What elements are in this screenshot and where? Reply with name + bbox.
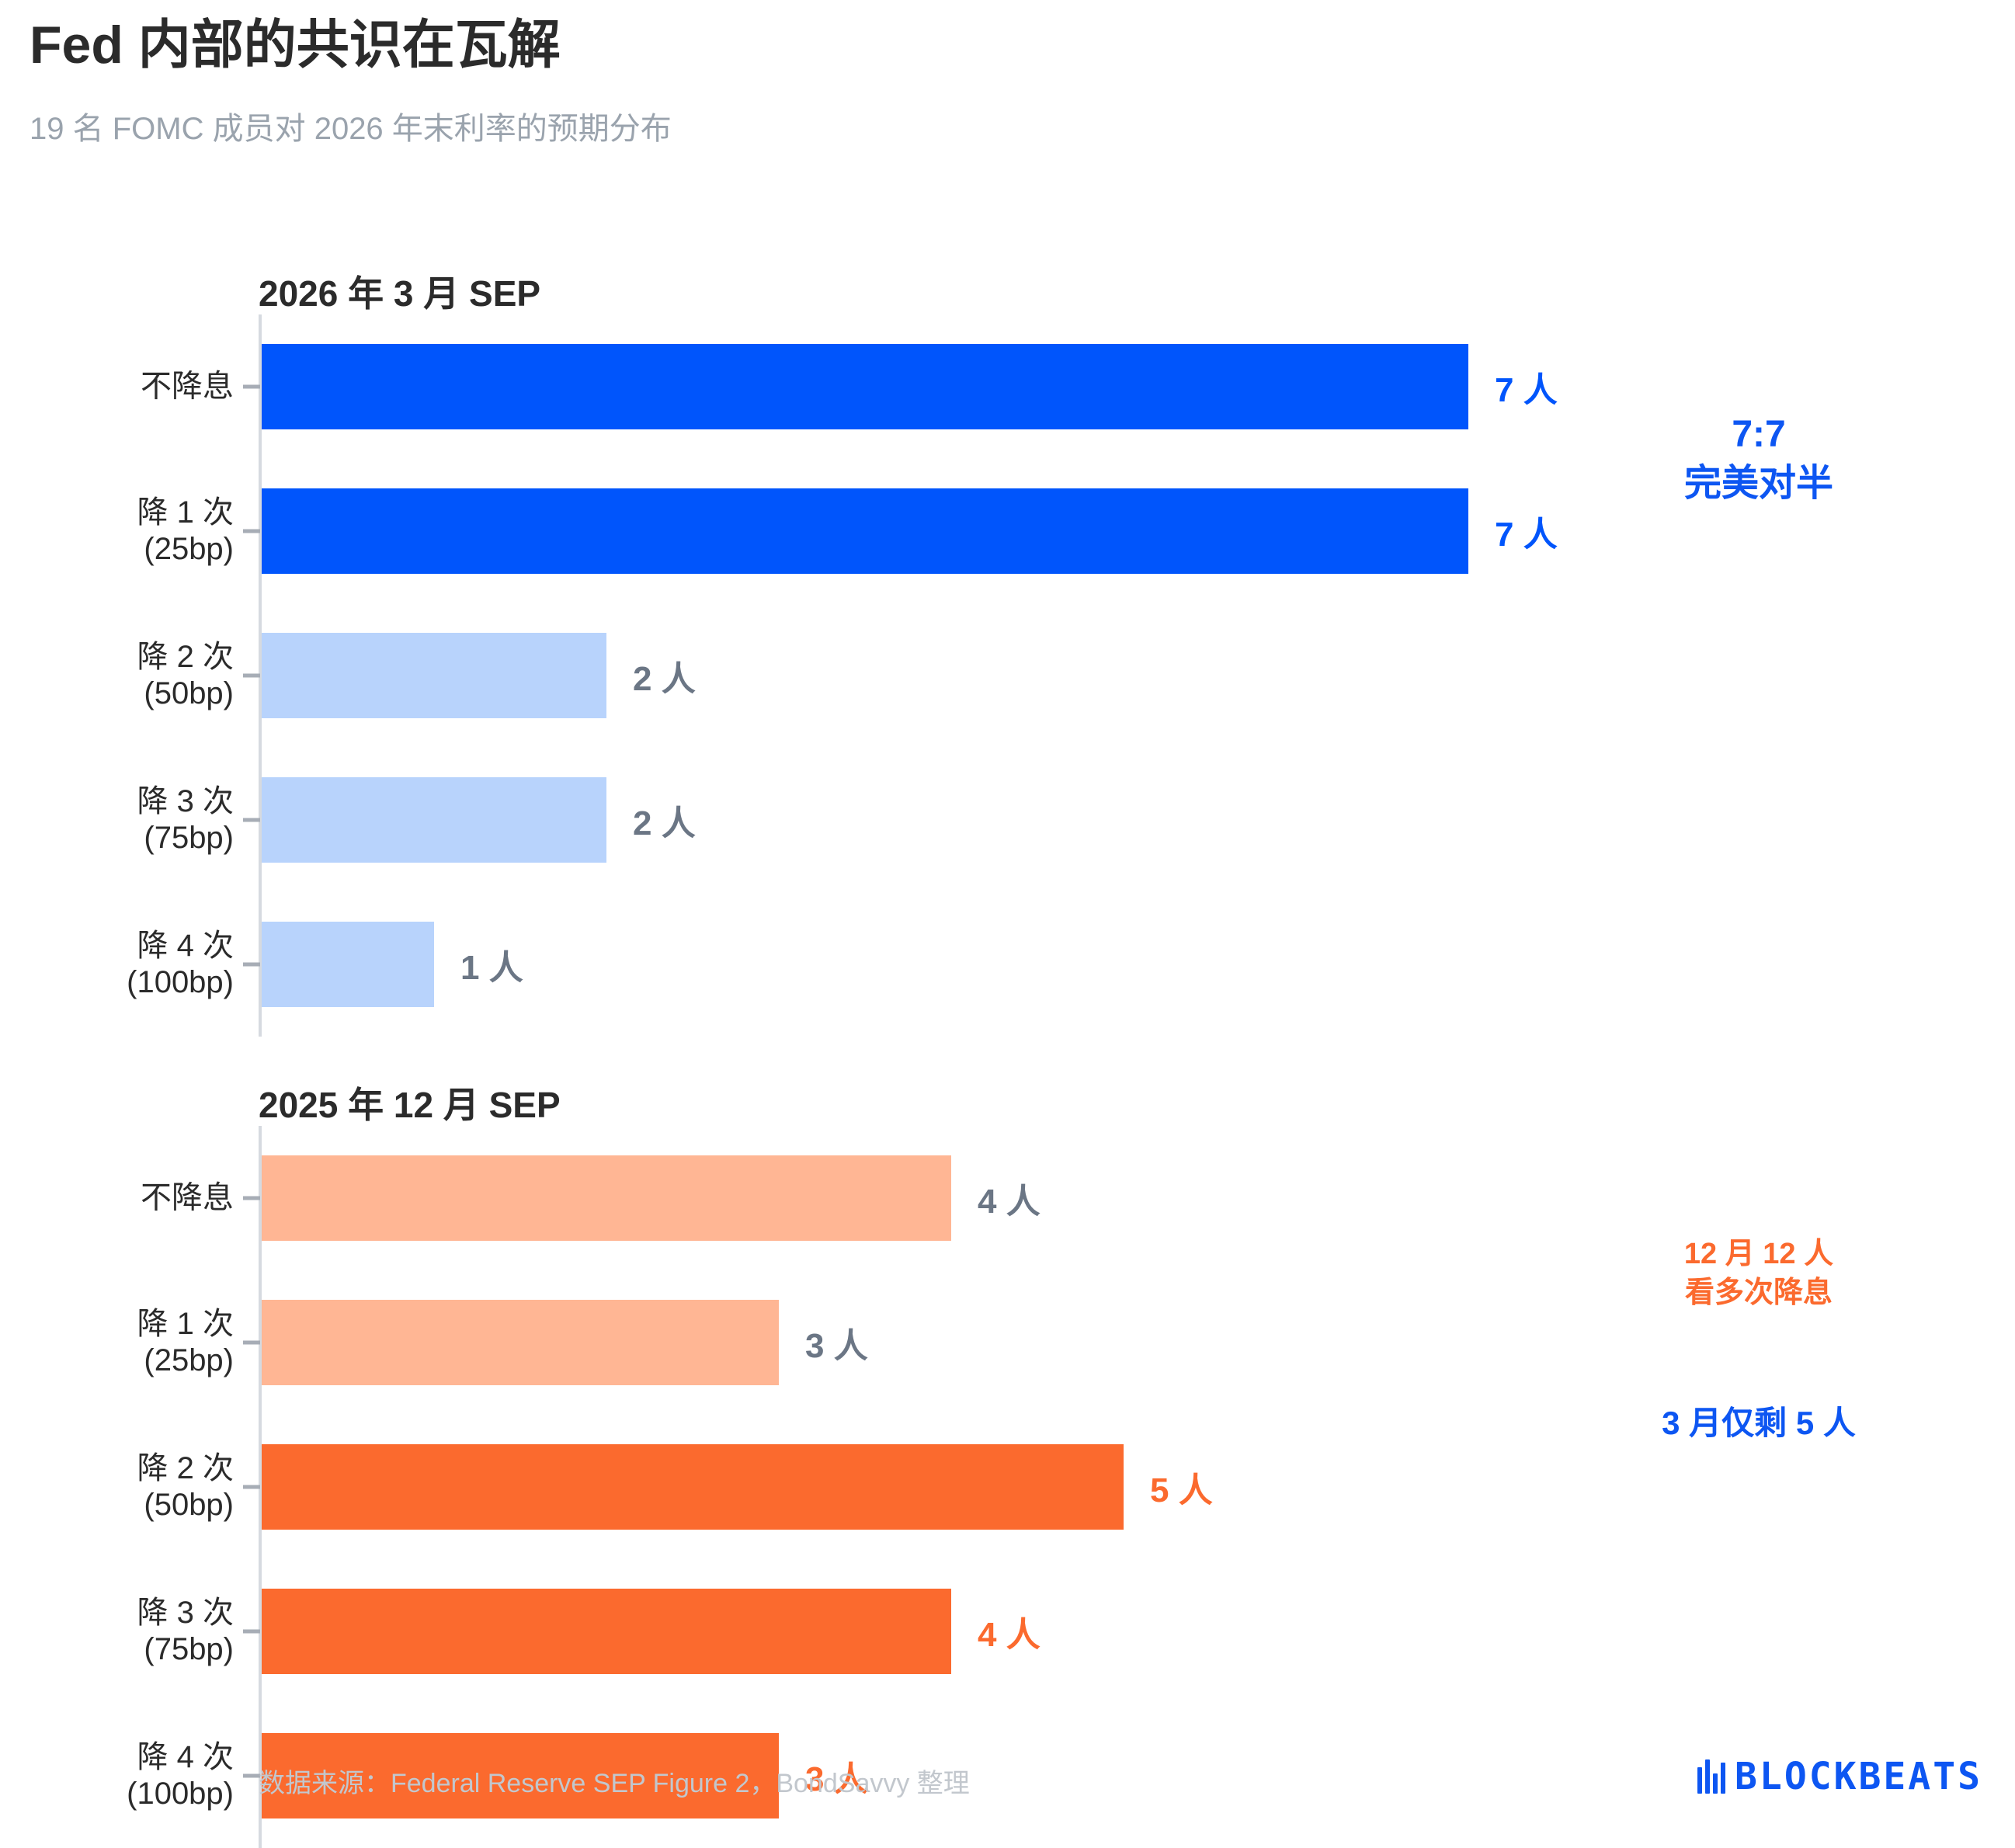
bar-row: 降 4 次 (100bp) 1 人 xyxy=(0,922,2015,1007)
category-label: 降 3 次 (75bp) xyxy=(137,1595,234,1666)
y-axis-line xyxy=(259,1126,262,1848)
axis-tick xyxy=(243,673,260,678)
bar-value-label: 3 人 xyxy=(805,1760,868,1798)
bar xyxy=(262,1300,779,1385)
category-label: 降 4 次 (100bp) xyxy=(127,1739,234,1811)
bar-row: 降 4 次 (100bp) 3 人 xyxy=(0,1733,2015,1818)
bar-value-label: 5 人 xyxy=(1150,1471,1213,1509)
bar xyxy=(262,1733,779,1818)
category-label: 降 4 次 (100bp) xyxy=(127,928,234,999)
bar-value-label: 1 人 xyxy=(460,949,523,987)
category-label: 降 1 次 (25bp) xyxy=(137,1306,234,1377)
axis-tick xyxy=(243,1485,260,1489)
bar xyxy=(262,633,606,718)
annotation-march-only-five: 3 月仅剩 5 人 xyxy=(1662,1405,1856,1441)
blockbeats-wordmark: BLOCKBEATS xyxy=(1735,1755,1982,1798)
bar xyxy=(262,1155,951,1241)
bar xyxy=(262,1444,1124,1530)
source-note: 数据来源：Federal Reserve SEP Figure 2，BondSa… xyxy=(259,1769,970,1798)
bar-row: 降 3 次 (75bp) 2 人 xyxy=(0,777,2015,863)
chart-title-march: 2026 年 3 月 SEP xyxy=(259,273,541,314)
bar-row: 降 3 次 (75bp) 4 人 xyxy=(0,1589,2015,1674)
bar-row: 降 2 次 (50bp) 2 人 xyxy=(0,633,2015,718)
annotation-perfect-split: 7:7 完美对半 xyxy=(1683,414,1833,505)
bar xyxy=(262,922,434,1007)
bar-row: 降 1 次 (25bp) 3 人 xyxy=(0,1300,2015,1385)
axis-tick xyxy=(243,1196,260,1200)
bar-value-label: 2 人 xyxy=(633,804,696,842)
axis-tick xyxy=(243,1340,260,1345)
axis-tick xyxy=(243,529,260,533)
bars-mark-icon xyxy=(1697,1759,1726,1794)
category-label: 降 2 次 (50bp) xyxy=(137,1450,234,1522)
bar-value-label: 2 人 xyxy=(633,660,696,698)
bar-value-label: 3 人 xyxy=(805,1327,868,1365)
bar xyxy=(262,488,1468,574)
axis-tick xyxy=(243,818,260,822)
axis-tick xyxy=(243,1629,260,1634)
category-label: 降 3 次 (75bp) xyxy=(137,783,234,855)
blockbeats-logo: BLOCKBEATS xyxy=(1697,1758,1982,1795)
category-label: 不降息 xyxy=(141,1180,234,1215)
bar-value-label: 4 人 xyxy=(978,1616,1041,1654)
page-subtitle: 19 名 FOMC 成员对 2026 年末利率的预期分布 xyxy=(30,111,672,146)
bar-row: 降 2 次 (50bp) 5 人 xyxy=(0,1444,2015,1530)
axis-tick xyxy=(243,962,260,967)
axis-tick xyxy=(243,1773,260,1778)
category-label: 降 2 次 (50bp) xyxy=(137,639,234,710)
chart-title-december: 2025 年 12 月 SEP xyxy=(259,1085,561,1125)
axis-tick xyxy=(243,384,260,389)
page-title: Fed 内部的共识在瓦解 xyxy=(30,16,561,75)
bar xyxy=(262,777,606,863)
bar-value-label: 4 人 xyxy=(978,1183,1041,1221)
bar xyxy=(262,344,1468,429)
bar xyxy=(262,1589,951,1674)
bar-row: 不降息 7 人 xyxy=(0,344,2015,429)
category-label: 不降息 xyxy=(141,369,234,404)
bar-value-label: 7 人 xyxy=(1495,516,1558,554)
category-label: 降 1 次 (25bp) xyxy=(137,495,234,566)
header: Fed 内部的共识在瓦解 19 名 FOMC 成员对 2026 年末利率的预期分… xyxy=(30,14,1893,148)
bar-row: 不降息 4 人 xyxy=(0,1155,2015,1241)
y-axis-line xyxy=(259,314,262,1037)
bar-row: 降 1 次 (25bp) 7 人 xyxy=(0,488,2015,574)
bar-value-label: 7 人 xyxy=(1495,371,1558,409)
annotation-december-twelve: 12 月 12 人 看多次降息 xyxy=(1683,1238,1834,1310)
